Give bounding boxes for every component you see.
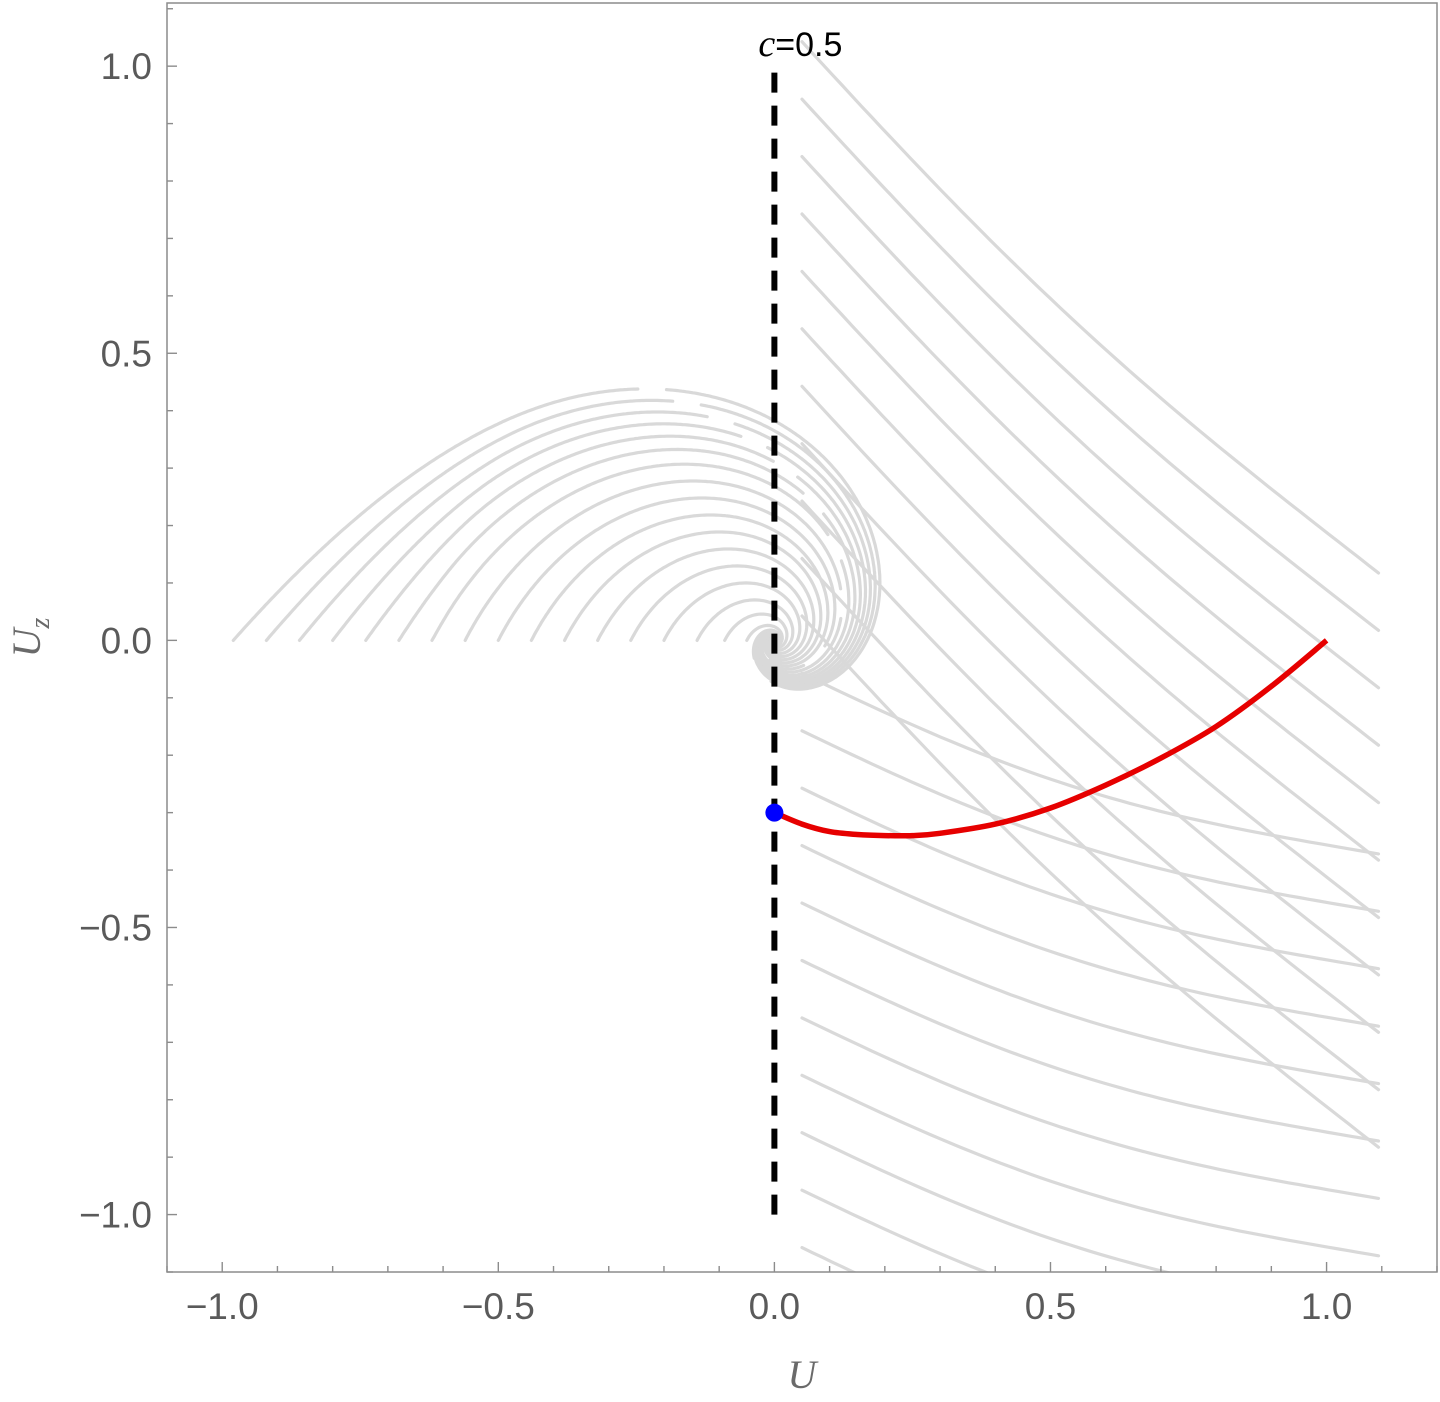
- stream-line-73: [800, 327, 1381, 862]
- stream-line-8: [297, 410, 709, 642]
- x-tick-label: 0.5: [1025, 1286, 1076, 1327]
- stream-line-12: [331, 422, 743, 642]
- stream-line-5: [699, 403, 877, 689]
- data-series: [765, 66, 1329, 1215]
- stream-line-82: [800, 844, 1381, 1028]
- y-tick-label: 0.0: [101, 620, 152, 661]
- stream-line-88: [800, 1188, 990, 1272]
- y-axis-tick-labels: −1.0 −0.5 0.0 0.5 1.0: [79, 46, 152, 1235]
- x-tick-label: 0.0: [749, 1286, 800, 1327]
- stream-line-87: [800, 1131, 1173, 1272]
- x-axis-ticks: [166, 1262, 1438, 1272]
- stream-line-4: [264, 398, 675, 642]
- stream-line-69: [800, 97, 1381, 632]
- stream-line-70: [800, 155, 1381, 690]
- y-axis-label-subscript: z: [25, 618, 56, 630]
- c-value-annotation: c=0.5: [758, 23, 842, 65]
- plot-frame: [166, 2, 1438, 1273]
- x-tick-label: 1.0: [1301, 1286, 1352, 1327]
- stream-line-83: [800, 901, 1381, 1086]
- stream-line-71: [800, 212, 1381, 747]
- y-tick-label: 1.0: [101, 46, 152, 87]
- y-tick-label: 0.5: [101, 333, 152, 374]
- stream-line-1: [664, 388, 882, 691]
- y-axis-ticks: [167, 8, 177, 1273]
- annotation-variable: c: [758, 23, 775, 65]
- stream-line-89: [800, 1246, 858, 1272]
- annotation-value: =0.5: [775, 26, 842, 64]
- x-tick-label: −1.0: [186, 1286, 259, 1327]
- y-tick-label: −0.5: [79, 907, 152, 948]
- stream-line-84: [800, 958, 1381, 1143]
- stream-line-0: [231, 387, 640, 642]
- stream-line-74: [800, 384, 1381, 920]
- stream-line-40: [563, 530, 823, 665]
- stream-line-81: [800, 786, 1381, 971]
- stream-line-16: [364, 434, 775, 642]
- x-tick-label: −0.5: [462, 1286, 535, 1327]
- y-tick-label: −1.0: [79, 1195, 152, 1236]
- stream-line-76: [800, 499, 1381, 1034]
- stream-line-86: [800, 1073, 1381, 1258]
- stream-line-32: [496, 496, 837, 648]
- stream-line-80: [800, 729, 1381, 913]
- stream-line-68: [800, 40, 1381, 575]
- stream-line-77: [800, 556, 1381, 1092]
- stream-line-72: [800, 269, 1381, 805]
- stream-line-75: [800, 442, 1381, 977]
- stream-line-20: [397, 447, 805, 642]
- x-axis-label: U: [788, 1352, 820, 1397]
- start-point-marker: [765, 803, 784, 822]
- stream-line-28: [463, 479, 843, 642]
- red-trajectory: [773, 638, 1329, 839]
- y-axis-label-main: U: [4, 625, 49, 657]
- stream-line-24: [430, 462, 830, 642]
- stream-line-85: [800, 1016, 1381, 1200]
- x-axis-tick-labels: −1.0 −0.5 0.0 0.5 1.0: [186, 1286, 1353, 1327]
- stream-lines: [231, 40, 1381, 1272]
- stream-line-36: [529, 513, 830, 668]
- stream-line-79: [800, 671, 1381, 856]
- y-axis-label: Uz: [4, 618, 56, 658]
